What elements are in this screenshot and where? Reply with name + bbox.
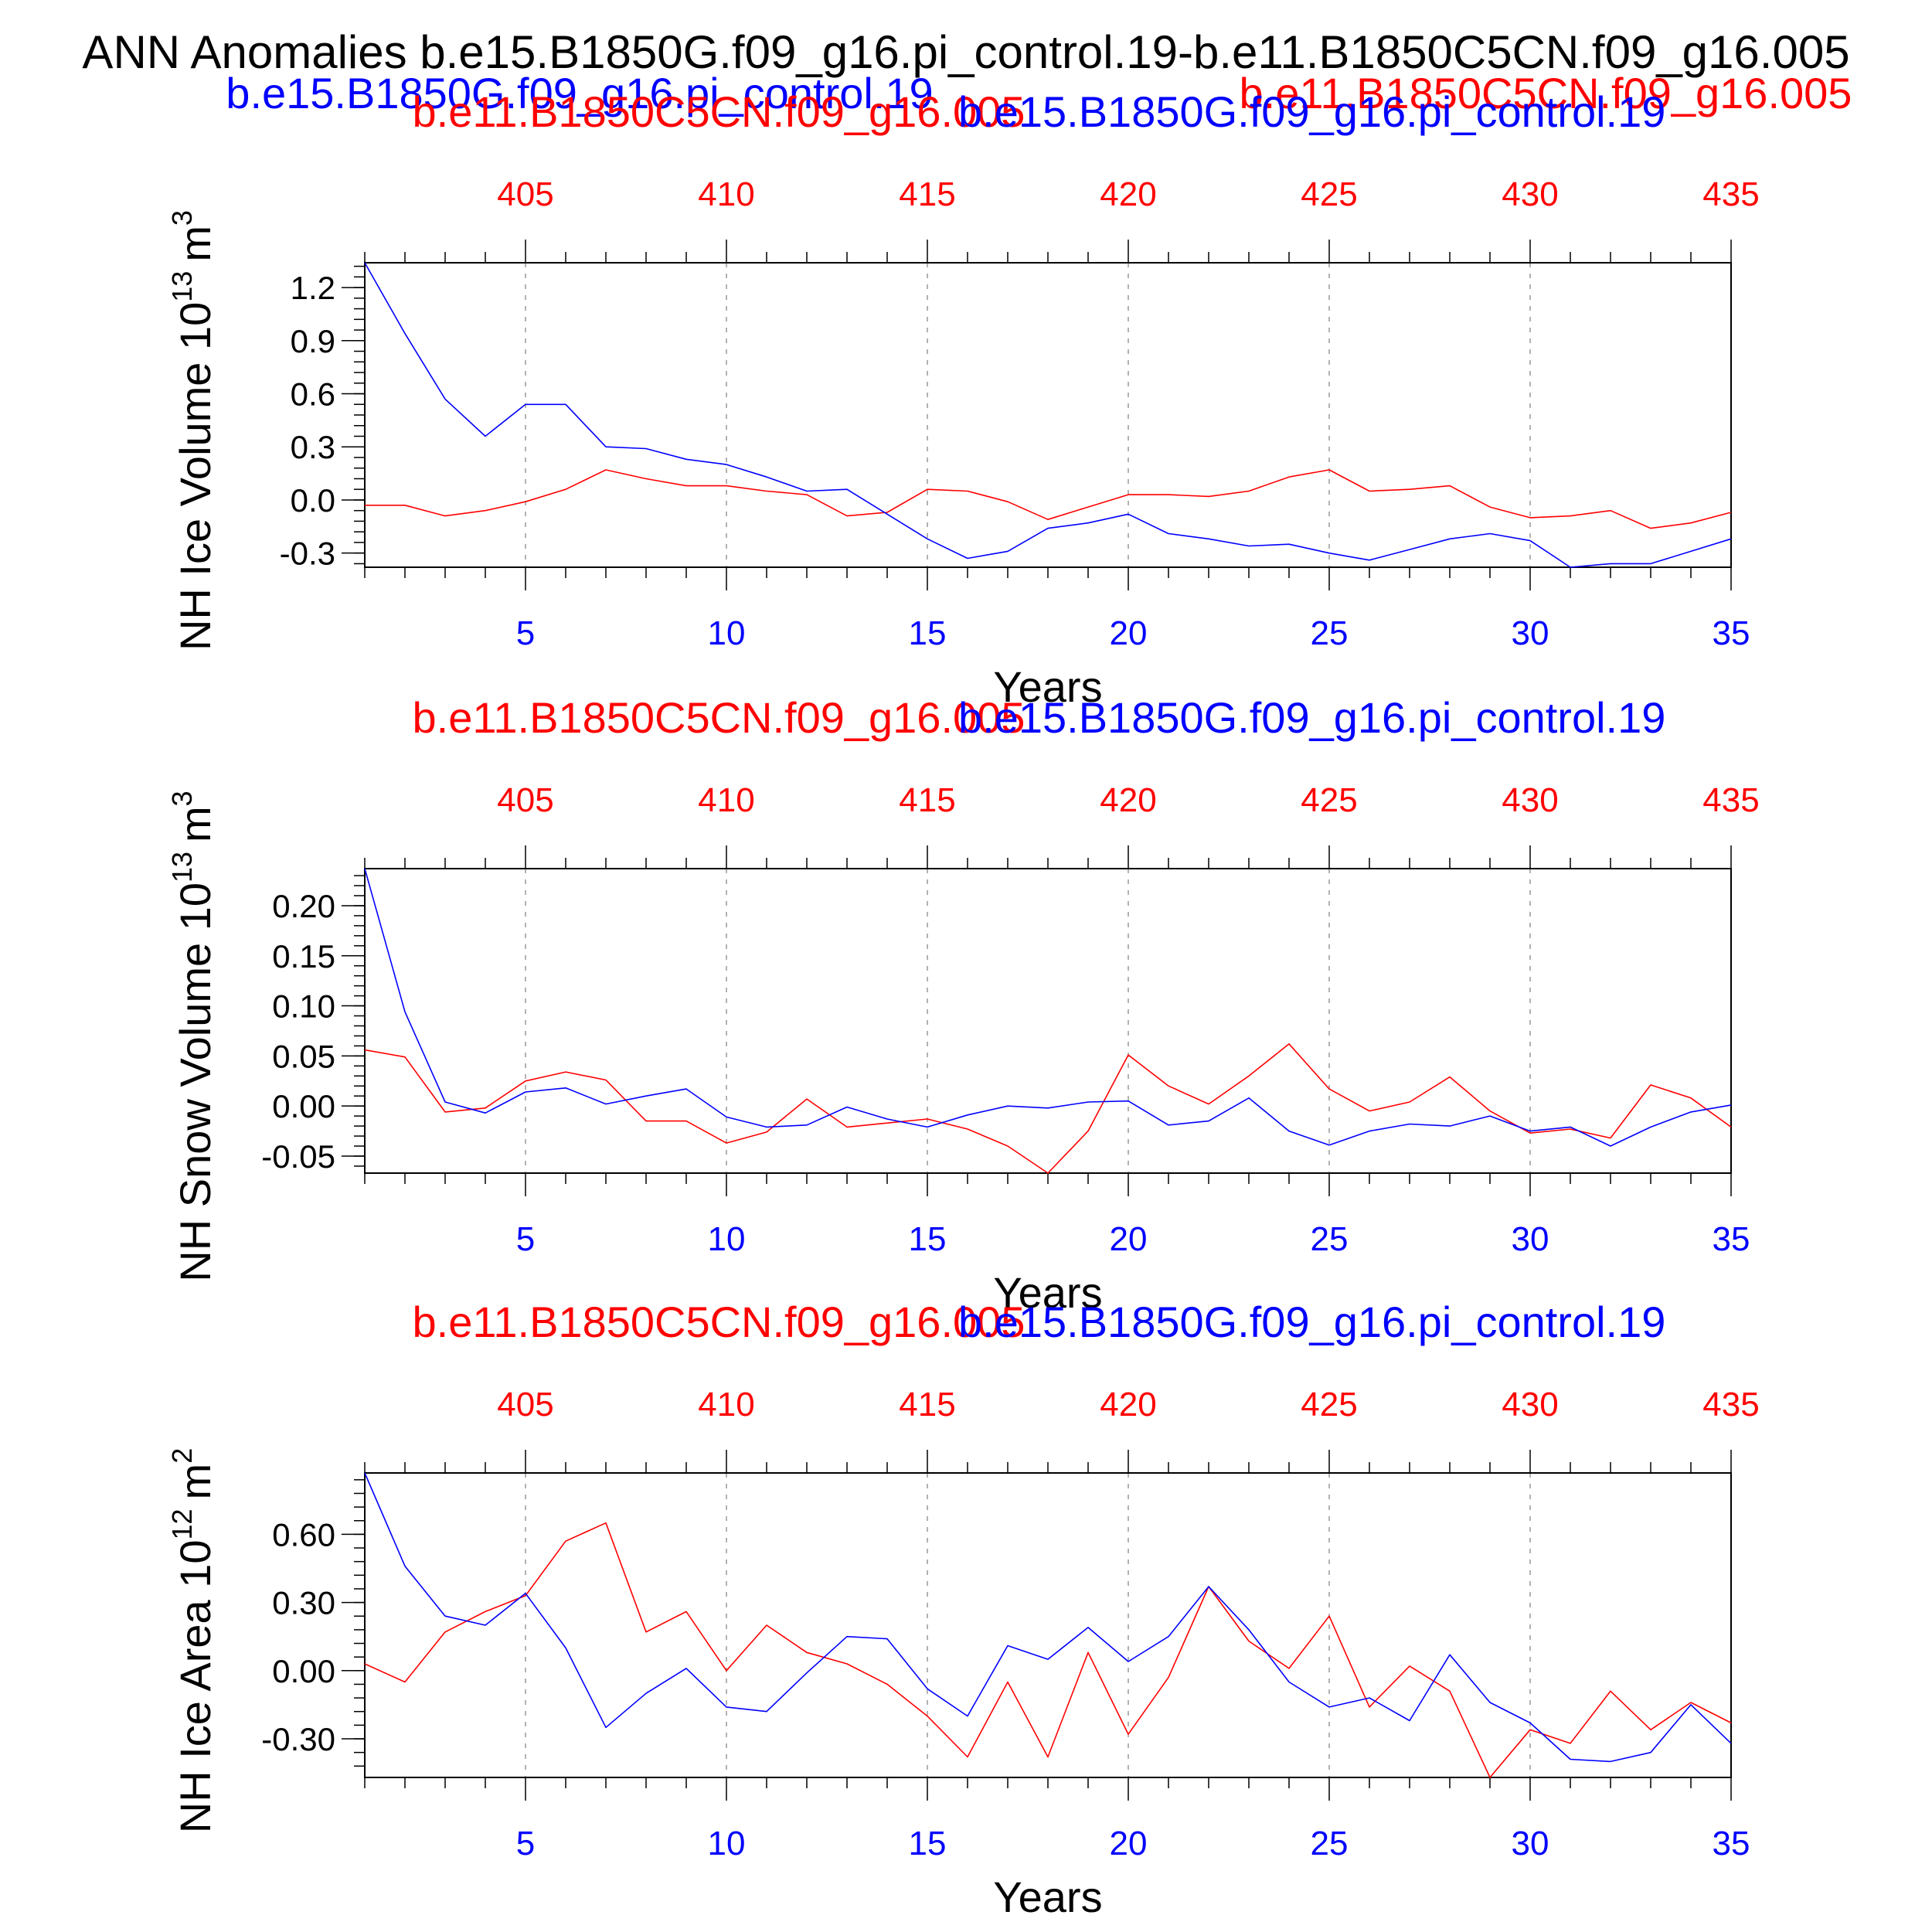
series-line-pi-control <box>364 1472 1732 1763</box>
x-tick-label-top: 435 <box>1702 1386 1759 1423</box>
x-tick-label-bottom: 15 <box>909 1825 947 1862</box>
x-tick-label-bottom: 20 <box>1110 1825 1148 1862</box>
plot-frame <box>364 1472 1732 1778</box>
x-tick-label-top: 430 <box>1502 1386 1558 1423</box>
y-tick-label: 0.9 <box>291 323 335 359</box>
x-tick-label-bottom: 30 <box>1512 614 1549 652</box>
y-axis-label-unit-exponent: 2 <box>166 1448 198 1464</box>
x-tick-label-top: 410 <box>698 175 754 213</box>
x-tick-label-top: 425 <box>1301 781 1357 819</box>
x-tick-label-bottom: 5 <box>516 1825 535 1862</box>
y-tick-label: -0.05 <box>261 1138 335 1175</box>
y-tick-label: 0.00 <box>272 1653 335 1689</box>
y-tick-label: -0.30 <box>261 1721 335 1757</box>
y-axis-label: NH Ice Area 1012 m2 <box>166 1448 219 1833</box>
y-axis-label-unit-exponent: 3 <box>166 791 198 806</box>
plot-frame <box>364 868 1732 1174</box>
x-tick-label-top: 435 <box>1702 175 1759 213</box>
x-tick-label-bottom: 20 <box>1110 614 1148 652</box>
y-tick-label: 0.10 <box>272 988 335 1025</box>
series-line-c5cn <box>365 469 1732 529</box>
header-right-case: b.e11.B1850C5CN.f09_g16.005 <box>1240 69 1852 117</box>
chart-panels: b.e11.B1850C5CN.f09_g16.005b.e15.B1850G.… <box>166 87 1760 1921</box>
top-left-label: b.e11.B1850C5CN.f09_g16.005 <box>413 1298 1026 1346</box>
panel-1: b.e11.B1850C5CN.f09_g16.005b.e15.B1850G.… <box>166 87 1760 711</box>
panel-2: b.e11.B1850C5CN.f09_g16.005b.e15.B1850G.… <box>166 693 1760 1317</box>
x-tick-label-bottom: 30 <box>1512 1825 1549 1862</box>
x-tick-label-top: 425 <box>1301 175 1357 213</box>
y-tick-label: 0.0 <box>291 482 335 519</box>
x-tick-label-top: 405 <box>497 175 553 213</box>
x-tick-label-bottom: 15 <box>909 1220 947 1258</box>
x-tick-label-bottom: 10 <box>708 614 746 652</box>
header-left-case: b.e15.B1850G.f09_g16.pi_control.19 <box>226 69 933 117</box>
x-tick-label-top: 420 <box>1100 175 1156 213</box>
top-left-label: b.e11.B1850C5CN.f09_g16.005 <box>413 87 1026 136</box>
y-axis-label-unit: m <box>171 226 219 262</box>
x-axis-label: Years <box>993 1872 1102 1921</box>
y-axis-label-exponent: 12 <box>166 1509 198 1539</box>
x-tick-label-bottom: 35 <box>1713 1825 1750 1862</box>
y-tick-label: 0.20 <box>272 888 335 924</box>
y-axis-label-unit: m <box>171 806 219 842</box>
series-line-c5cn <box>364 1043 1732 1174</box>
x-tick-label-top: 405 <box>497 781 553 819</box>
x-tick-label-top: 435 <box>1702 781 1759 819</box>
x-tick-label-top: 415 <box>899 175 955 213</box>
y-tick-label: 0.15 <box>272 938 335 975</box>
plot-frame <box>364 262 1732 568</box>
y-axis-label-text: NH Snow Volume 10 <box>171 883 219 1282</box>
x-tick-label-top: 410 <box>698 781 754 819</box>
page-title: ANN Anomalies b.e15.B1850G.f09_g16.pi_co… <box>82 26 1849 78</box>
y-tick-label: 0.30 <box>272 1585 335 1621</box>
x-axis-label: Years <box>993 662 1102 711</box>
x-tick-label-top: 420 <box>1100 1386 1156 1423</box>
top-right-label: b.e15.B1850G.f09_g16.pi_control.19 <box>958 1298 1665 1346</box>
x-tick-label-bottom: 10 <box>708 1825 746 1862</box>
y-axis-label-unit: m <box>171 1464 219 1500</box>
y-axis-label-exponent: 13 <box>166 852 198 883</box>
series-line-c5cn <box>364 1522 1732 1778</box>
y-axis-label-unit-exponent: 3 <box>166 210 198 226</box>
x-tick-label-bottom: 30 <box>1512 1220 1549 1258</box>
x-tick-label-bottom: 25 <box>1311 1825 1349 1862</box>
y-axis-label-exponent: 13 <box>166 271 198 302</box>
x-tick-label-top: 405 <box>497 1386 553 1423</box>
x-tick-label-top: 430 <box>1502 175 1558 213</box>
panel-3: b.e11.B1850C5CN.f09_g16.005b.e15.B1850G.… <box>166 1298 1760 1921</box>
y-axis-label-text: NH Ice Volume 10 <box>171 302 219 651</box>
x-axis-label: Years <box>993 1268 1102 1317</box>
x-tick-label-bottom: 5 <box>516 614 535 652</box>
top-left-label: b.e11.B1850C5CN.f09_g16.005 <box>413 693 1026 742</box>
y-tick-label: 0.3 <box>291 429 335 465</box>
x-tick-label-bottom: 35 <box>1713 1220 1750 1258</box>
y-axis-label: NH Snow Volume 1013 m3 <box>166 791 219 1281</box>
x-tick-label-top: 430 <box>1502 781 1558 819</box>
series-line-pi-control <box>364 868 1732 1147</box>
y-tick-label: 0.05 <box>272 1038 335 1074</box>
x-tick-label-top: 415 <box>899 781 955 819</box>
y-tick-label: -0.3 <box>280 536 335 572</box>
x-tick-label-bottom: 15 <box>909 614 947 652</box>
x-tick-label-top: 410 <box>698 1386 754 1423</box>
x-tick-label-bottom: 5 <box>516 1220 535 1258</box>
x-tick-label-bottom: 35 <box>1713 614 1750 652</box>
x-tick-label-bottom: 25 <box>1311 614 1349 652</box>
y-axis-label-text: NH Ice Area 10 <box>171 1539 219 1833</box>
y-axis-label: NH Ice Volume 1013 m3 <box>166 210 219 651</box>
y-tick-label: 0.00 <box>272 1088 335 1124</box>
x-tick-label-top: 415 <box>899 1386 955 1423</box>
x-tick-label-bottom: 20 <box>1110 1220 1148 1258</box>
x-tick-label-bottom: 10 <box>708 1220 746 1258</box>
y-tick-label: 0.60 <box>272 1516 335 1553</box>
x-tick-label-top: 420 <box>1100 781 1156 819</box>
x-tick-label-bottom: 25 <box>1311 1220 1349 1258</box>
y-tick-label: 0.6 <box>291 376 335 413</box>
top-right-label: b.e15.B1850G.f09_g16.pi_control.19 <box>958 87 1665 136</box>
series-line-pi-control <box>364 262 1732 568</box>
y-tick-label: 1.2 <box>291 270 335 306</box>
top-right-label: b.e15.B1850G.f09_g16.pi_control.19 <box>958 693 1665 742</box>
x-tick-label-top: 425 <box>1301 1386 1357 1423</box>
